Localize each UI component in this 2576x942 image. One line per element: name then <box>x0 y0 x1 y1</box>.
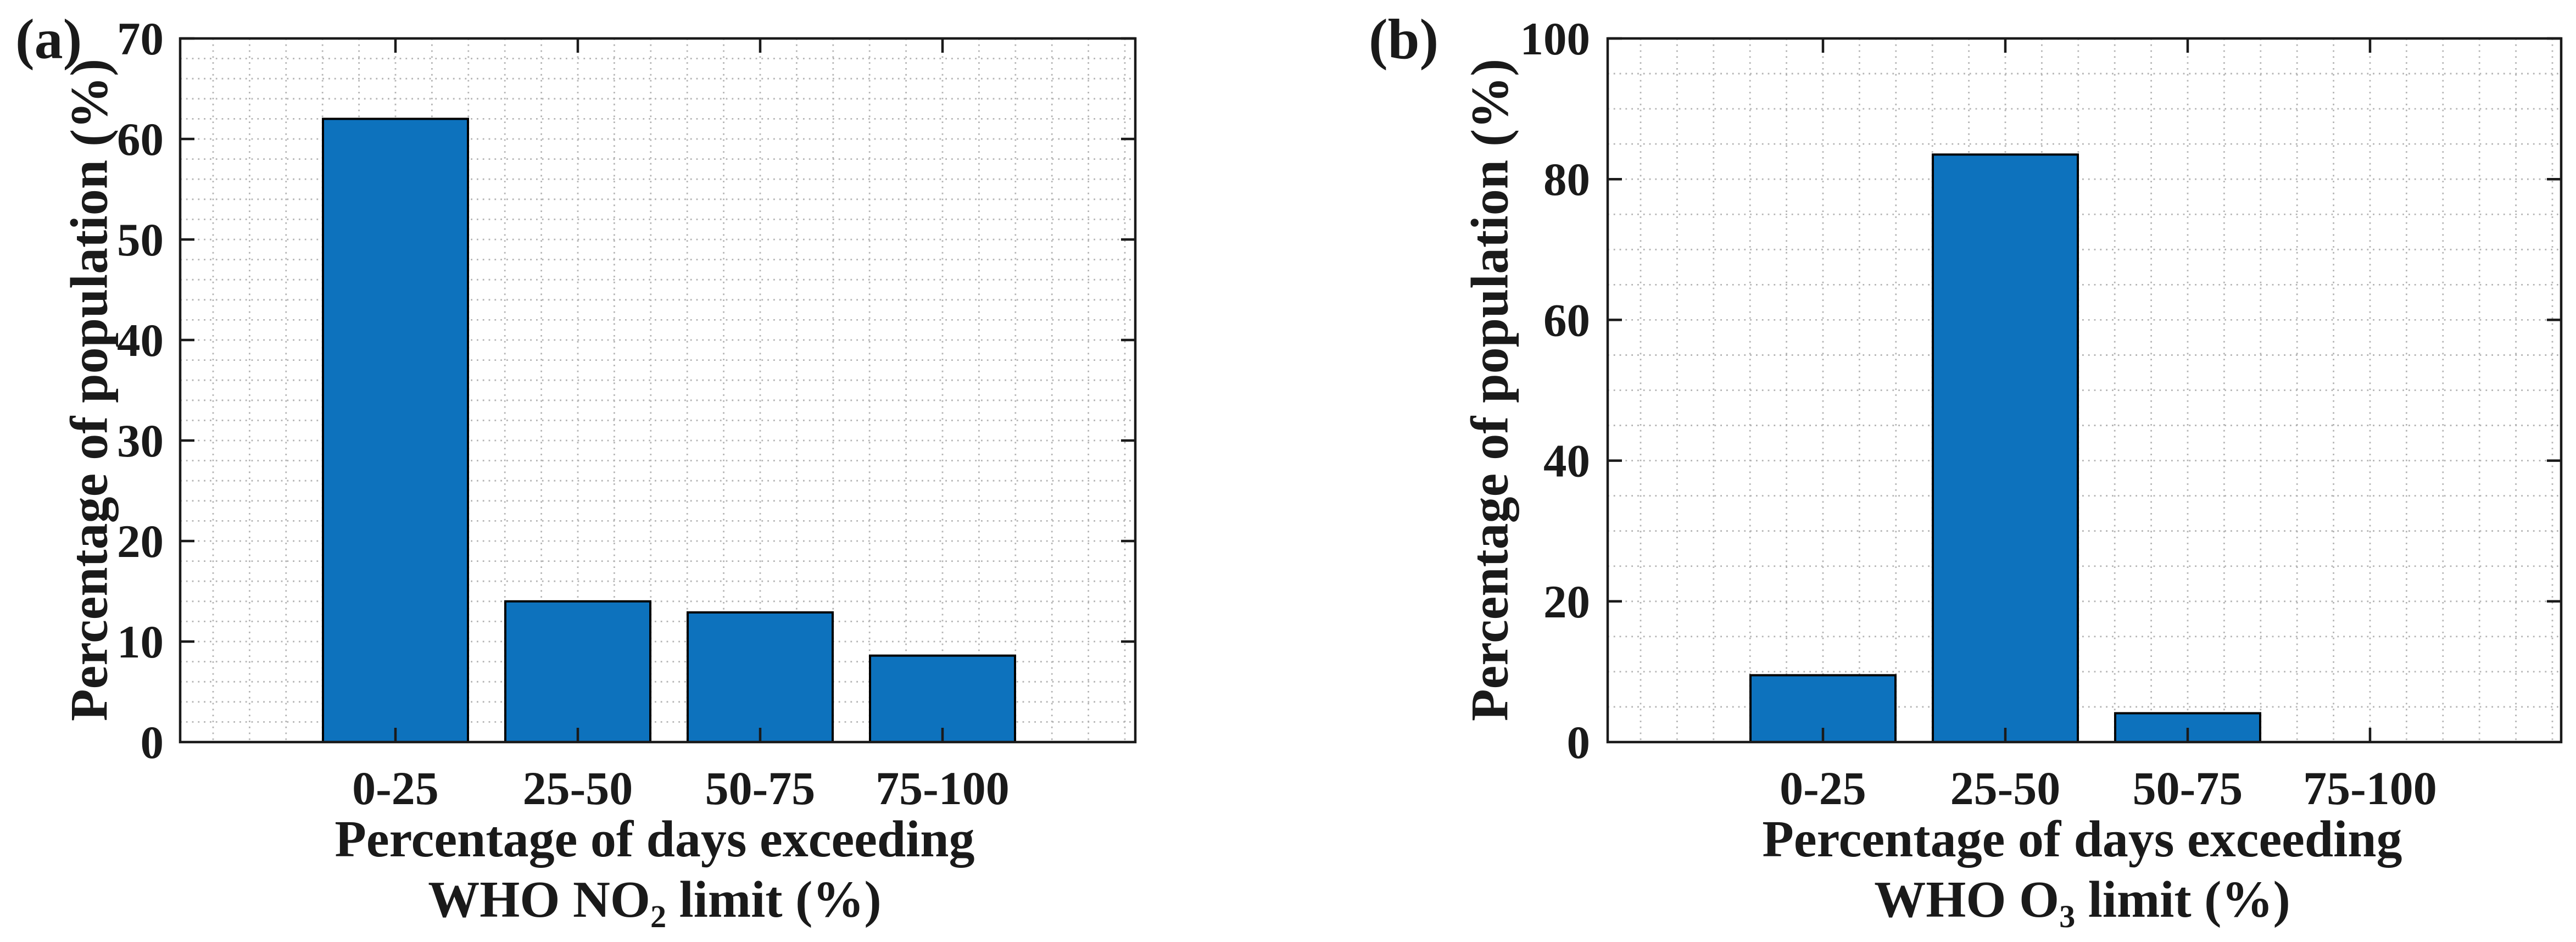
y-axis-title-a: Percentage of population (%) <box>59 58 119 722</box>
x-axis-title-line1-b: Percentage of days exceeding <box>1762 811 2402 868</box>
x-category-label: 50-75 <box>2133 762 2243 815</box>
x-category-label: 0-25 <box>1780 762 1866 815</box>
y-tick-label: 10 <box>117 616 164 668</box>
bar <box>504 600 651 744</box>
y-tick-label: 30 <box>117 415 164 467</box>
x-category-label: 25-50 <box>523 762 633 815</box>
x-axis-title-line1-a: Percentage of days exceeding <box>334 811 975 868</box>
y-tick-label: 20 <box>1543 576 1590 628</box>
y-tick-label: 100 <box>1520 13 1591 65</box>
x-axis-title-post-b: limit (%) <box>2075 871 2290 928</box>
plot-box <box>1606 37 2563 744</box>
x-category-label: 75-100 <box>876 762 1010 815</box>
x-axis-title-line2-b: WHO O3 limit (%) <box>1874 870 2290 934</box>
y-tick-label: 0 <box>1567 717 1591 768</box>
y-tick-label: 20 <box>117 516 164 567</box>
y-tick-label: 40 <box>1543 436 1590 487</box>
x-category-label: 50-75 <box>705 762 816 815</box>
y-tick-label: 70 <box>117 13 164 65</box>
y-tick-label: 0 <box>141 717 164 768</box>
panel-label-a: (a) <box>15 8 82 71</box>
bar <box>322 118 469 743</box>
y-tick-label: 50 <box>117 214 164 266</box>
x-axis-title-pre-b: WHO O <box>1874 871 2060 928</box>
x-axis-title-line2-a: WHO NO2 limit (%) <box>428 870 882 934</box>
no2-subscript: 2 <box>650 898 667 934</box>
y-axis-title-b: Percentage of population (%) <box>1460 58 1519 722</box>
y-tick-label: 60 <box>1543 294 1590 346</box>
bar <box>687 611 834 744</box>
bar <box>869 654 1016 743</box>
x-category-label: 75-100 <box>2303 762 2437 815</box>
x-category-label: 25-50 <box>1950 762 2061 815</box>
y-tick-label: 60 <box>117 114 164 165</box>
o3-subscript: 3 <box>2059 898 2076 934</box>
x-axis-title-post-a: limit (%) <box>666 871 882 928</box>
y-tick-label: 80 <box>1543 154 1590 205</box>
panel-label-b: (b) <box>1369 8 1439 71</box>
x-category-label: 0-25 <box>352 762 439 815</box>
plot-box <box>179 37 1137 744</box>
y-tick-label: 40 <box>117 315 164 366</box>
x-axis-title-pre-a: WHO NO <box>428 871 651 928</box>
bar <box>1932 153 2079 743</box>
